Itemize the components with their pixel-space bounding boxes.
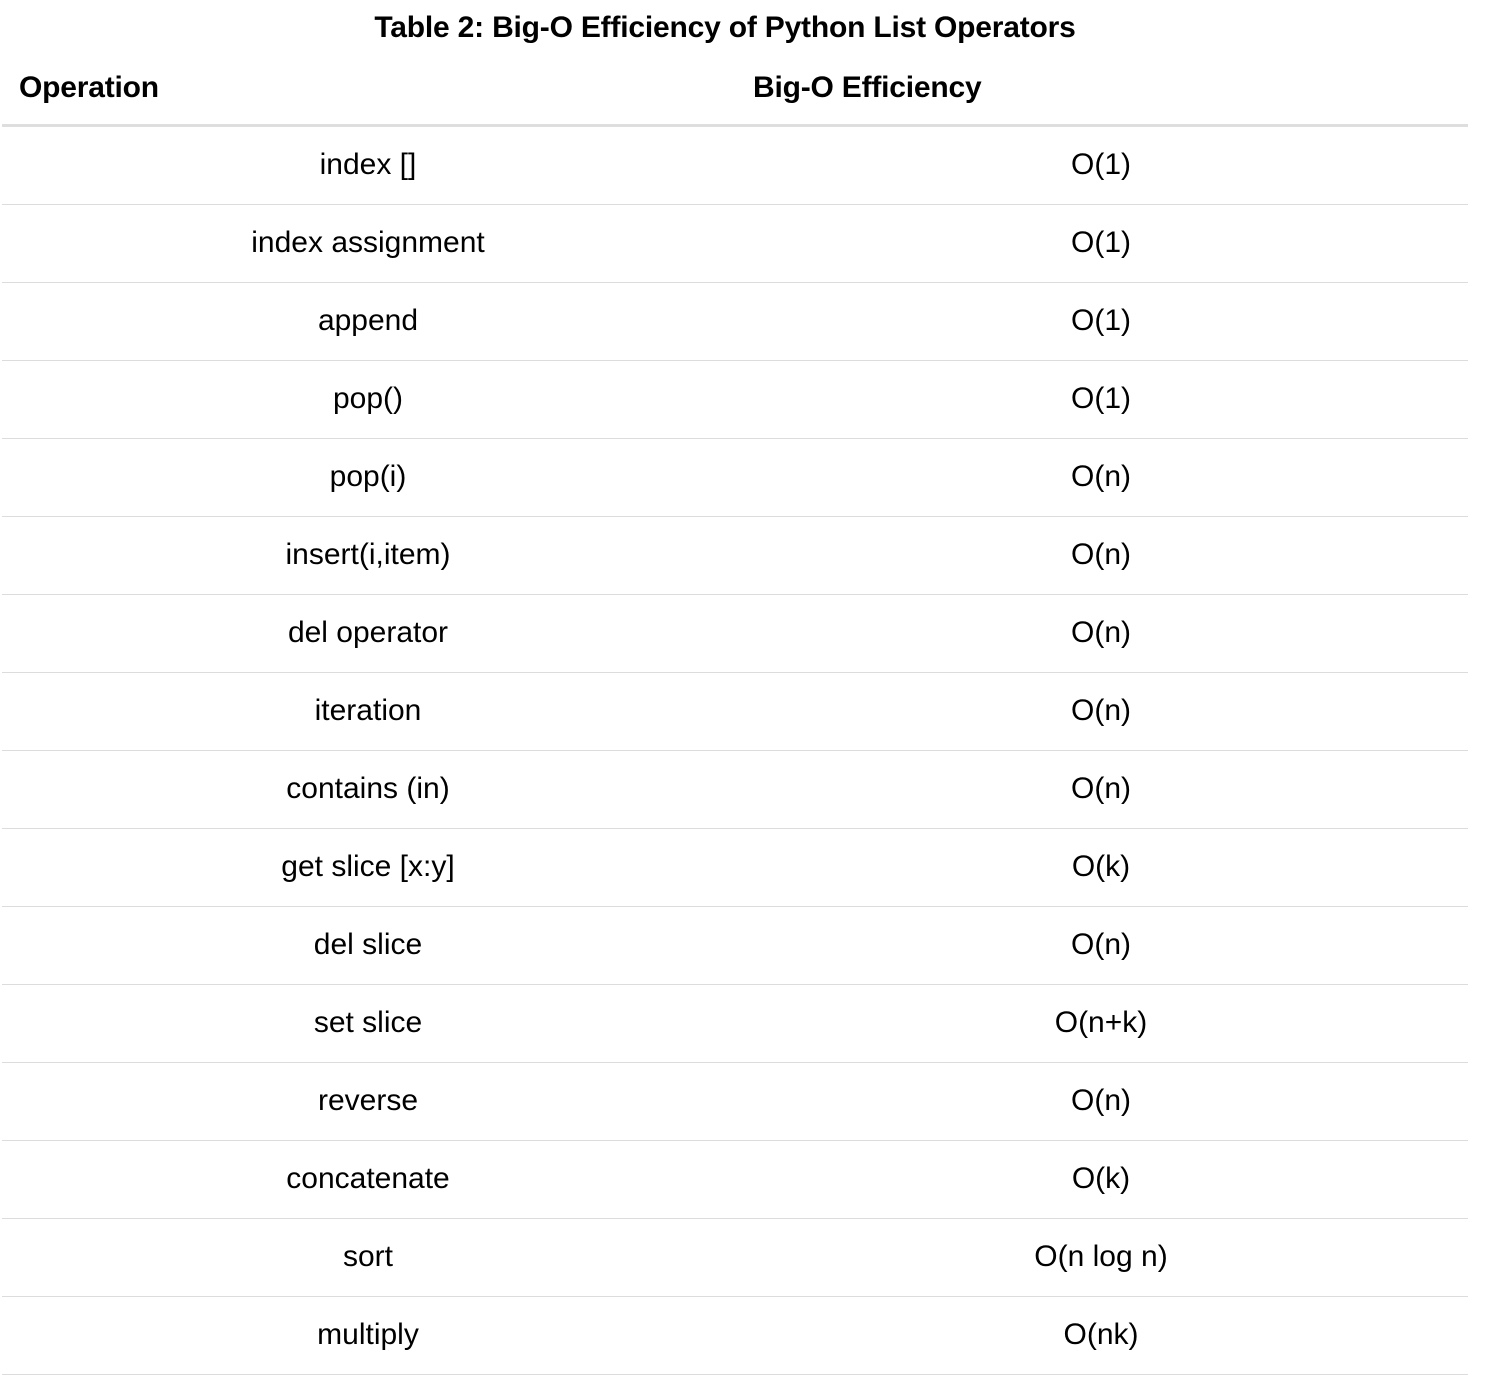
operation-cell: sort [342, 1240, 393, 1273]
table-row: index [] O(1) [2, 127, 1468, 205]
operation-cell: concatenate [286, 1162, 450, 1195]
table-row: append O(1) [2, 283, 1468, 361]
table-row: pop() O(1) [2, 361, 1468, 439]
operation-cell: insert(i,item) [285, 538, 451, 571]
table-row: contains (in) O(n) [2, 751, 1468, 829]
operation-cell: del slice [313, 928, 423, 961]
header-big-o-efficiency: Big-O Efficiency [753, 71, 982, 104]
table-row: pop(i) O(n) [2, 439, 1468, 517]
table-row: del slice O(n) [2, 907, 1468, 985]
efficiency-cell: O(k) [1071, 1162, 1131, 1195]
table-row: del operator O(n) [2, 595, 1468, 673]
table-row: get slice [x:y] O(k) [2, 829, 1468, 907]
table-row: iteration O(n) [2, 673, 1468, 751]
operation-cell: get slice [x:y] [281, 850, 455, 883]
table-header-row: Operation Big-O Efficiency [2, 58, 1468, 127]
efficiency-cell: O(n) [1071, 538, 1131, 571]
efficiency-cell: O(1) [1071, 226, 1131, 259]
table-row: reverse O(n) [2, 1063, 1468, 1141]
efficiency-cell: O(n) [1071, 616, 1131, 649]
efficiency-cell: O(n) [1071, 772, 1131, 805]
operation-cell: pop() [332, 382, 404, 415]
table-row: insert(i,item) O(n) [2, 517, 1468, 595]
table-row: multiply O(nk) [2, 1297, 1468, 1375]
table-row: sort O(n log n) [2, 1219, 1468, 1297]
table-row: concatenate O(k) [2, 1141, 1468, 1219]
efficiency-cell: O(n) [1071, 460, 1131, 493]
operation-cell: del operator [287, 616, 449, 649]
table-row: index assignment O(1) [2, 205, 1468, 283]
operation-cell: multiply [317, 1318, 419, 1351]
operation-cell: index [] [319, 148, 417, 181]
efficiency-cell: O(1) [1071, 382, 1131, 415]
table-row: set slice O(n+k) [2, 985, 1468, 1063]
operation-cell: contains (in) [286, 772, 450, 805]
operation-cell: set slice [313, 1006, 423, 1039]
efficiency-cell: O(1) [1071, 148, 1131, 181]
efficiency-cell: O(n) [1071, 694, 1131, 727]
operation-cell: reverse [317, 1084, 419, 1117]
efficiency-cell: O(nk) [1063, 1318, 1139, 1351]
efficiency-cell: O(n) [1071, 928, 1131, 961]
efficiency-cell: O(1) [1071, 304, 1131, 337]
operation-cell: iteration [314, 694, 422, 727]
operation-cell: append [317, 304, 419, 337]
efficiency-cell: O(n+k) [1054, 1006, 1148, 1039]
complexity-table: Operation Big-O Efficiency index [] O(1)… [2, 58, 1468, 1375]
table-caption: Table 2: Big-O Efficiency of Python List… [374, 11, 1076, 44]
operation-cell: index assignment [251, 226, 485, 259]
operation-cell: pop(i) [329, 460, 407, 493]
efficiency-cell: O(n) [1071, 1084, 1131, 1117]
efficiency-cell: O(k) [1071, 850, 1131, 883]
header-operation: Operation [19, 71, 159, 104]
efficiency-cell: O(n log n) [1034, 1240, 1168, 1273]
